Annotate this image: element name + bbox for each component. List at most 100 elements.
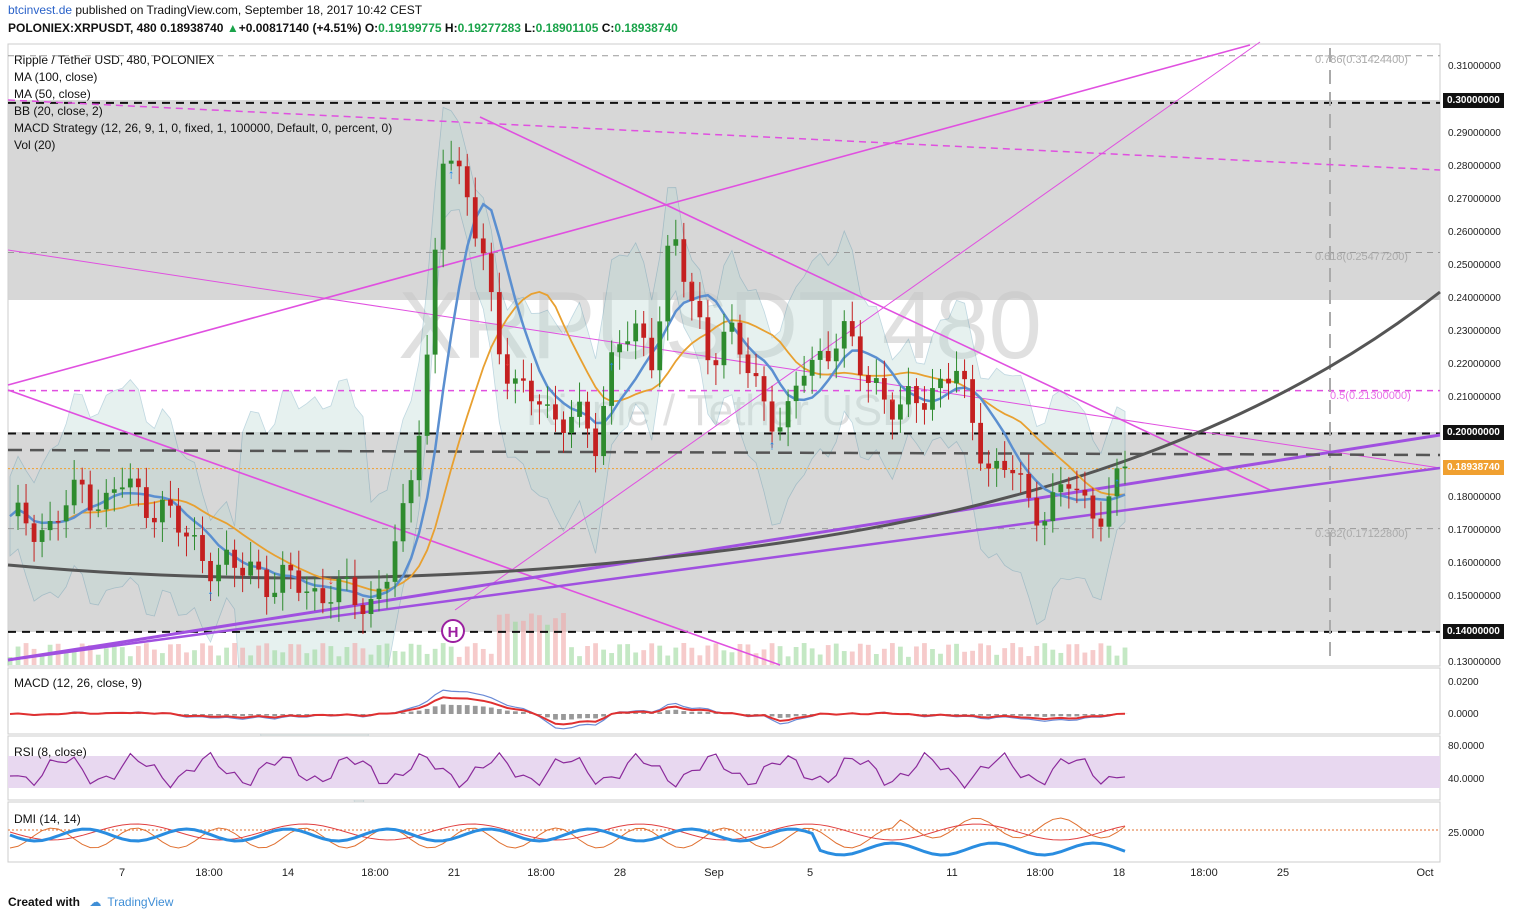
legend-vol[interactable]: Vol (20): [14, 138, 56, 152]
volume-bar: [986, 645, 992, 665]
volume-bar: [1050, 649, 1056, 665]
volume-bar: [352, 643, 358, 665]
rsi-band: [8, 756, 1440, 788]
volume-bar: [1042, 643, 1048, 665]
volume-bar: [553, 618, 558, 665]
volume-bar: [496, 614, 502, 665]
rsi-series: [9, 751, 1126, 789]
volume-bar: [689, 647, 695, 665]
trendline: [7, 433, 1441, 662]
candle-body: [1066, 484, 1072, 489]
candle-body: [240, 567, 246, 576]
candle-body: [208, 560, 213, 582]
volume-bar: [721, 650, 727, 665]
dmi-pane: [7, 801, 1441, 863]
symbol-info: POLONIEX:XRPUSDT, 480 0.18938740 ▲+0.008…: [8, 21, 678, 35]
volume-bar: [537, 615, 542, 665]
macd-label[interactable]: MACD (12, 26, close, 9): [14, 676, 143, 690]
volume-bar: [448, 646, 454, 665]
volume-bar: [793, 647, 799, 665]
legend-title[interactable]: Ripple / Tether USD, 480, POLONIEX: [14, 53, 215, 67]
candle-body: [296, 570, 302, 593]
low-value: 0.18901105: [535, 21, 599, 35]
rsi-tick: 80.0000: [1448, 741, 1485, 752]
buy-arrow-icon: ↑: [448, 167, 455, 182]
candle-body: [23, 502, 29, 524]
signal-line: [9, 696, 1126, 726]
candle-body: [777, 427, 783, 432]
volume-bar: [344, 647, 350, 665]
candle-body: [272, 592, 278, 598]
legend-ma50[interactable]: MA (50, close): [14, 87, 91, 101]
sell-arrow-icon: ↓: [689, 271, 696, 286]
candle-body: [87, 484, 93, 511]
legend-ma100[interactable]: MA (100, close): [14, 70, 98, 84]
candle-body: [1018, 473, 1024, 475]
candle-body: [922, 403, 927, 410]
candle-body: [753, 373, 759, 377]
volume-bar: [160, 653, 165, 665]
time-tick: 5: [806, 867, 814, 879]
volume-bar: [504, 613, 510, 665]
rsi-label[interactable]: RSI (8, close): [14, 745, 87, 759]
volume-bar: [320, 643, 326, 665]
candle-body: [801, 375, 807, 386]
price-tick: 0.15000000: [1448, 591, 1501, 602]
candle-body: [641, 323, 647, 338]
candle-body: [1098, 518, 1104, 527]
trendline: [454, 41, 1261, 611]
candle-body: [376, 588, 382, 600]
candle-body: [256, 561, 262, 570]
candle-body: [176, 505, 181, 533]
volume-bar: [472, 643, 478, 665]
volume-bar: [424, 653, 430, 665]
dmi-label[interactable]: DMI (14, 14): [14, 812, 81, 826]
candle-body: [320, 588, 326, 604]
candle-body: [649, 337, 655, 371]
volume-bar: [143, 643, 149, 665]
publish-text: published on TradingView.com, September …: [72, 3, 423, 17]
candle-body: [184, 532, 189, 537]
volume-bar: [857, 643, 863, 665]
candle-body: [360, 605, 366, 615]
volume-bar: [561, 613, 566, 665]
legend-bb[interactable]: BB (20, close, 2): [14, 104, 103, 118]
price-change: +0.00817140 (+4.51%): [238, 21, 362, 35]
volume-bar: [272, 650, 278, 665]
time-tick: 14: [281, 867, 295, 879]
candle-body: [529, 380, 534, 402]
candle-body: [625, 341, 631, 345]
time-tick: 28: [613, 867, 627, 879]
candle-body: [593, 428, 598, 457]
candle-body: [769, 401, 775, 432]
volume-bar: [585, 645, 590, 665]
created-with-text: Created with: [8, 895, 81, 909]
volume-bar: [609, 653, 615, 665]
volume-bar: [304, 653, 310, 665]
candle-body: [713, 360, 719, 366]
volume-bar: [103, 648, 109, 665]
volume-bar: [1122, 647, 1128, 665]
tradingview-link[interactable]: TradingView: [107, 895, 174, 909]
candle-body: [472, 197, 478, 239]
volume-bar: [1082, 652, 1088, 665]
high-value: 0.19277283: [457, 21, 521, 35]
candle-body: [432, 249, 438, 355]
candle-body: [480, 238, 486, 254]
volume-bar: [280, 652, 286, 665]
candle-body: [577, 401, 582, 417]
volume-bar: [889, 643, 895, 665]
candle-body: [71, 479, 77, 506]
candle-body: [488, 253, 494, 293]
candle-body: [312, 588, 318, 592]
candle-body: [1082, 489, 1088, 496]
volume-bar: [825, 645, 831, 665]
site-link[interactable]: btcinvest.de: [8, 3, 73, 17]
candle-body: [504, 354, 510, 384]
volume-bar: [713, 643, 719, 665]
marker-h[interactable]: H: [441, 619, 465, 643]
candle-body: [464, 166, 470, 198]
legend-macd-strategy[interactable]: MACD Strategy (12, 26, 9, 1, 0, fixed, 1…: [14, 121, 393, 135]
volume-bar: [135, 646, 141, 665]
